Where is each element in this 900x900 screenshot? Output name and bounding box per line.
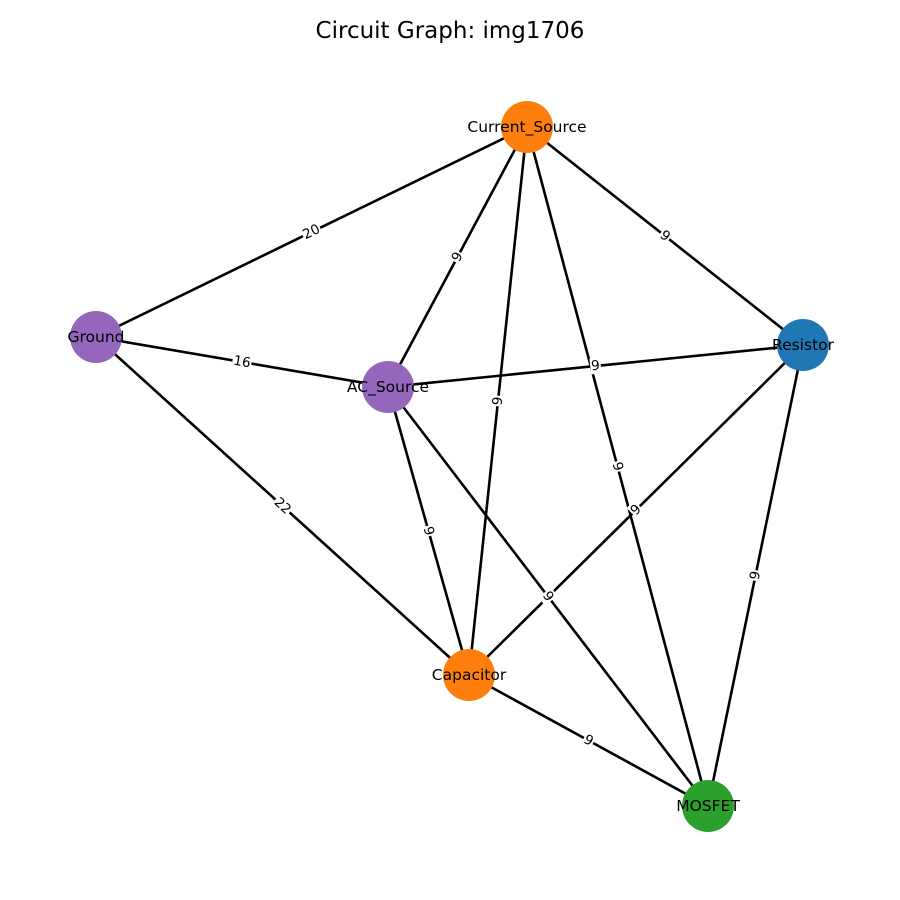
edge-weight-background (580, 730, 597, 751)
node-circle (777, 319, 829, 371)
node-label: AC_Source (347, 378, 429, 397)
node-current-source: Current_Source (467, 101, 587, 153)
edge-weight-background (447, 248, 468, 266)
edge-weight-background (608, 459, 627, 474)
node-ac-source: AC_Source (347, 361, 429, 413)
edge-weight-label: 20 (299, 220, 324, 244)
edge-weight-text: 9 (490, 396, 507, 406)
node-circle (682, 780, 734, 832)
node-circle (70, 311, 122, 363)
nodes-layer: Current_Source Ground AC_Source Resistor Cap… (67, 101, 835, 832)
node-ground: Ground (67, 311, 125, 363)
node-label: Capacitor (432, 666, 507, 684)
graph-title: Circuit Graph: img1706 (315, 18, 585, 44)
edge-weight-text: 9 (420, 525, 438, 538)
edge-weight-label: 9 (589, 357, 602, 375)
edge-weight-text: 16 (232, 353, 252, 372)
edge-weight-label: 9 (489, 394, 507, 408)
edge-weight-background (626, 500, 646, 520)
node-label: Resistor (772, 336, 835, 354)
edge-weight-background (489, 394, 507, 408)
edges-layer (95, 125, 805, 808)
edge-weight-label: 9 (746, 568, 765, 583)
edge-weight-text: 9 (609, 460, 627, 472)
edge-weight-background (419, 523, 438, 539)
edge-weight-background (270, 493, 295, 519)
edge-weight-text: 9 (590, 358, 600, 375)
node-label: Ground (67, 328, 124, 346)
edge-weight-background (299, 220, 324, 244)
node-label: Current_Source (467, 118, 586, 137)
node-resistor: Resistor (772, 319, 835, 371)
edge-weight-text: 20 (300, 221, 322, 243)
edge-weight-label: 9 (580, 730, 597, 751)
edge-weight-label: 9 (608, 459, 627, 474)
edge-weight-background (655, 226, 675, 246)
edge-weight-background (746, 568, 765, 583)
node-circle (443, 649, 495, 701)
node-capacitor: Capacitor (432, 649, 507, 701)
node-circle (501, 101, 553, 153)
node-mosfet: MOSFET (676, 780, 740, 832)
edge-weight-background (589, 357, 602, 375)
edge-weight-background (231, 352, 253, 372)
edge-weight-text: 9 (747, 570, 764, 582)
edge-weight-label: 9 (447, 248, 468, 266)
node-label: MOSFET (676, 797, 740, 815)
edge-weight-background (538, 587, 558, 606)
edge-weight-label: 16 (231, 352, 253, 372)
node-circle (362, 361, 414, 413)
edge-weight-label: 9 (419, 523, 438, 539)
